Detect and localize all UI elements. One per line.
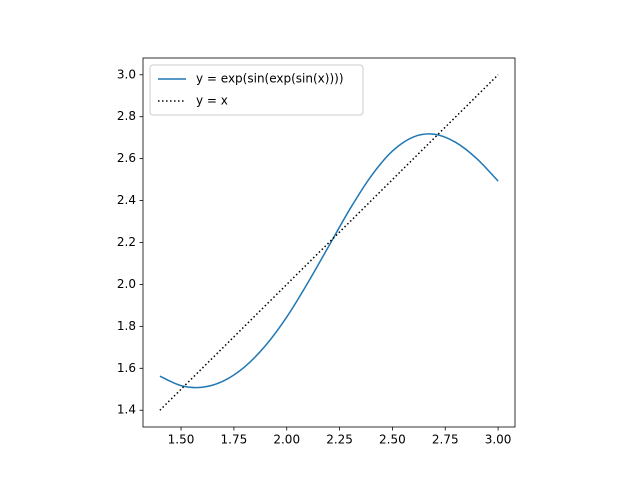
plot-frame [142, 57, 516, 428]
y-tick-label: 1.6 [117, 361, 136, 375]
y-tick-label: 2.6 [117, 151, 136, 165]
y-tick-label: 2.4 [117, 193, 136, 207]
x-tick-label: 3.00 [485, 433, 512, 447]
y-tick-label: 1.8 [117, 319, 136, 333]
legend-box [149, 64, 364, 116]
x-tick-label: 2.75 [432, 433, 459, 447]
x-tick-label: 2.50 [379, 433, 406, 447]
y-tick-label: 3.0 [117, 67, 136, 81]
x-tick-label: 2.00 [273, 433, 300, 447]
x-tick-label: 1.50 [168, 433, 195, 447]
legend-label: y = exp(sin(exp(sin(x)))) [196, 72, 344, 86]
x-tick-label: 1.75 [221, 433, 248, 447]
y-tick-label: 1.4 [117, 403, 136, 417]
legend: y = exp(sin(exp(sin(x)))) y = x [149, 64, 364, 116]
series-line [159, 133, 499, 389]
y-tick-label: 2.2 [117, 235, 136, 249]
x-tick-label: 2.25 [326, 433, 353, 447]
legend-label: y = x [196, 94, 228, 108]
y-tick-label: 2.8 [117, 109, 136, 123]
series-line [159, 74, 499, 411]
y-tick-label: 2.0 [117, 277, 136, 291]
